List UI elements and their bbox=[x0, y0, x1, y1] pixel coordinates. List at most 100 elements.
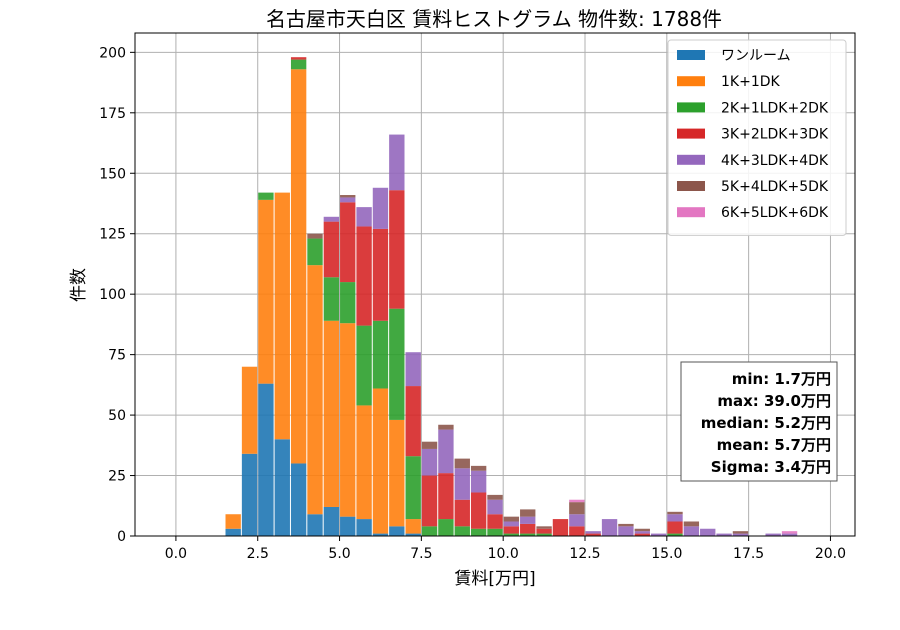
bar-segment-s3-bin5 bbox=[290, 57, 307, 60]
y-axis-label: 件数 bbox=[69, 268, 89, 302]
legend-swatch bbox=[677, 128, 705, 139]
bar-segment-s4-bin14 bbox=[438, 429, 454, 474]
bar-segment-s4-bin32 bbox=[732, 533, 749, 536]
bar-segment-s0-bin1 bbox=[225, 528, 241, 536]
bar-segment-s4-bin12 bbox=[405, 352, 421, 387]
y-axis-ticks: 0 25 50 75 100 125 150 175 200 bbox=[99, 45, 135, 545]
bar-segment-s4-bin7 bbox=[323, 216, 340, 222]
bar-segment-s3-bin13 bbox=[421, 475, 438, 527]
bar-segment-s5-bin26 bbox=[634, 528, 650, 532]
bar-segment-s2-bin16 bbox=[470, 528, 487, 536]
bar-segment-s3-bin26 bbox=[634, 533, 650, 536]
bar-segment-s2-bin15 bbox=[454, 526, 470, 536]
bar-segment-s2-bin12 bbox=[405, 456, 421, 520]
bar-segment-s2-bin3 bbox=[258, 192, 274, 200]
bar-segment-s4-bin31 bbox=[716, 533, 732, 536]
bar-segment-s3-bin7 bbox=[323, 221, 340, 278]
bar-segment-s0-bin8 bbox=[340, 516, 356, 536]
bar-segment-s4-bin17 bbox=[487, 499, 503, 515]
bar-segment-s2-bin10 bbox=[372, 320, 389, 389]
x-tick-label: 10.0 bbox=[488, 546, 519, 562]
bar-segment-s4-bin26 bbox=[634, 531, 650, 534]
bar-segment-s0-bin2 bbox=[241, 453, 258, 536]
bar-segment-s4-bin15 bbox=[454, 468, 470, 500]
bar-segment-s3-bin8 bbox=[340, 202, 356, 283]
bar-segment-s3-bin9 bbox=[356, 226, 372, 326]
bar-segment-s1-bin2 bbox=[241, 366, 258, 454]
legend-entry-label: 4K+3LDK+4DK bbox=[721, 153, 829, 169]
bar-segment-s3-bin16 bbox=[470, 492, 487, 529]
bar-segment-s5-bin13 bbox=[421, 441, 438, 449]
bar-segment-s3-bin20 bbox=[536, 528, 552, 534]
bar-segment-s0-bin5 bbox=[290, 463, 307, 536]
bar-segment-s1-bin7 bbox=[323, 320, 340, 507]
bar-segment-s1-bin11 bbox=[389, 419, 405, 527]
bar-segment-s4-bin29 bbox=[683, 526, 700, 536]
bar-segment-s3-bin12 bbox=[405, 386, 421, 457]
bar-segment-s3-bin22 bbox=[569, 526, 585, 536]
bar-segment-s3-bin15 bbox=[454, 499, 470, 527]
bar-segment-s4-bin22 bbox=[569, 514, 585, 527]
bar-segment-s4-bin23 bbox=[585, 531, 601, 534]
bar-segment-s0-bin9 bbox=[356, 519, 372, 536]
bar-segment-s2-bin5 bbox=[290, 59, 307, 70]
bar-segment-s5-bin8 bbox=[340, 195, 356, 198]
bar-segment-s4-bin34 bbox=[765, 533, 781, 536]
bar-segment-s2-bin20 bbox=[536, 533, 552, 536]
legend: ワンルーム 1K+1DK 2K+1LDK+2DK 3K+2LDK+3DK 4K+3LDK… bbox=[667, 39, 847, 236]
bar-segment-s3-bin21 bbox=[552, 519, 569, 536]
bar-segment-s2-bin9 bbox=[356, 325, 372, 406]
chart-title: 名古屋市天白区 賃料ヒストグラム 物件数: 1788件 bbox=[266, 7, 722, 31]
y-tick-label: 75 bbox=[108, 348, 126, 364]
bar-segment-s1-bin5 bbox=[290, 69, 307, 464]
x-tick-label: 7.5 bbox=[410, 546, 432, 562]
bar-segment-s5-bin20 bbox=[536, 526, 552, 529]
bar-segment-s5-bin14 bbox=[438, 424, 454, 430]
bar-segment-s4-bin28 bbox=[667, 514, 683, 522]
bar-segment-s1-bin9 bbox=[356, 405, 372, 520]
bar-segment-s4-bin30 bbox=[700, 528, 716, 536]
y-tick-label: 150 bbox=[99, 166, 126, 182]
y-tick-label: 100 bbox=[99, 287, 126, 303]
y-tick-label: 125 bbox=[99, 227, 126, 243]
bar-segment-s2-bin17 bbox=[487, 528, 503, 536]
legend-entry-label: 2K+1LDK+2DK bbox=[721, 100, 829, 116]
stats-line: mean: 5.7万円 bbox=[717, 436, 831, 454]
bar-segment-s1-bin3 bbox=[258, 199, 274, 384]
bar-segment-s3-bin11 bbox=[389, 190, 405, 309]
legend-entry-label: 1K+1DK bbox=[721, 74, 781, 90]
bar-segment-s4-bin9 bbox=[356, 207, 372, 227]
x-axis-ticks: 0.0 2.5 5.0 7.5 10.0 12.5 15.0 17.5 20.0 bbox=[165, 536, 846, 562]
bar-segment-s0-bin6 bbox=[307, 514, 323, 536]
bar-segment-s4-bin10 bbox=[372, 187, 389, 229]
bar-segment-s0-bin11 bbox=[389, 526, 405, 536]
stats-line: median: 5.2万円 bbox=[701, 414, 831, 432]
bars bbox=[225, 57, 798, 536]
x-tick-label: 0.0 bbox=[165, 546, 187, 562]
bar-segment-s2-bin14 bbox=[438, 519, 454, 536]
bar-segment-s1-bin6 bbox=[307, 265, 323, 515]
bar-segment-s5-bin28 bbox=[667, 511, 683, 515]
bar-segment-s2-bin18 bbox=[503, 533, 520, 536]
bar-segment-s1-bin12 bbox=[405, 519, 421, 534]
y-tick-label: 25 bbox=[108, 469, 126, 485]
bar-segment-s5-bin25 bbox=[618, 523, 634, 527]
bar-segment-s1-bin1 bbox=[225, 514, 241, 529]
bar-segment-s4-bin25 bbox=[618, 526, 634, 536]
bar-segment-s4-bin19 bbox=[520, 516, 536, 524]
bar-segment-s1-bin4 bbox=[274, 192, 290, 440]
bar-segment-s4-bin27 bbox=[650, 533, 667, 536]
stats-line: Sigma: 3.4万円 bbox=[711, 458, 831, 476]
x-tick-label: 15.0 bbox=[651, 546, 682, 562]
bar-segment-s5-bin22 bbox=[569, 502, 585, 515]
bar-segment-s3-bin18 bbox=[503, 526, 520, 534]
x-tick-label: 5.0 bbox=[328, 546, 350, 562]
bar-segment-s2-bin13 bbox=[421, 526, 438, 536]
y-tick-label: 0 bbox=[117, 529, 126, 545]
bar-segment-s6-bin35 bbox=[781, 531, 798, 534]
legend-swatch bbox=[677, 207, 705, 218]
bar-segment-s2-bin8 bbox=[340, 282, 356, 324]
x-tick-label: 12.5 bbox=[569, 546, 600, 562]
bar-segment-s2-bin11 bbox=[389, 308, 405, 420]
bar-segment-s4-bin16 bbox=[470, 470, 487, 493]
